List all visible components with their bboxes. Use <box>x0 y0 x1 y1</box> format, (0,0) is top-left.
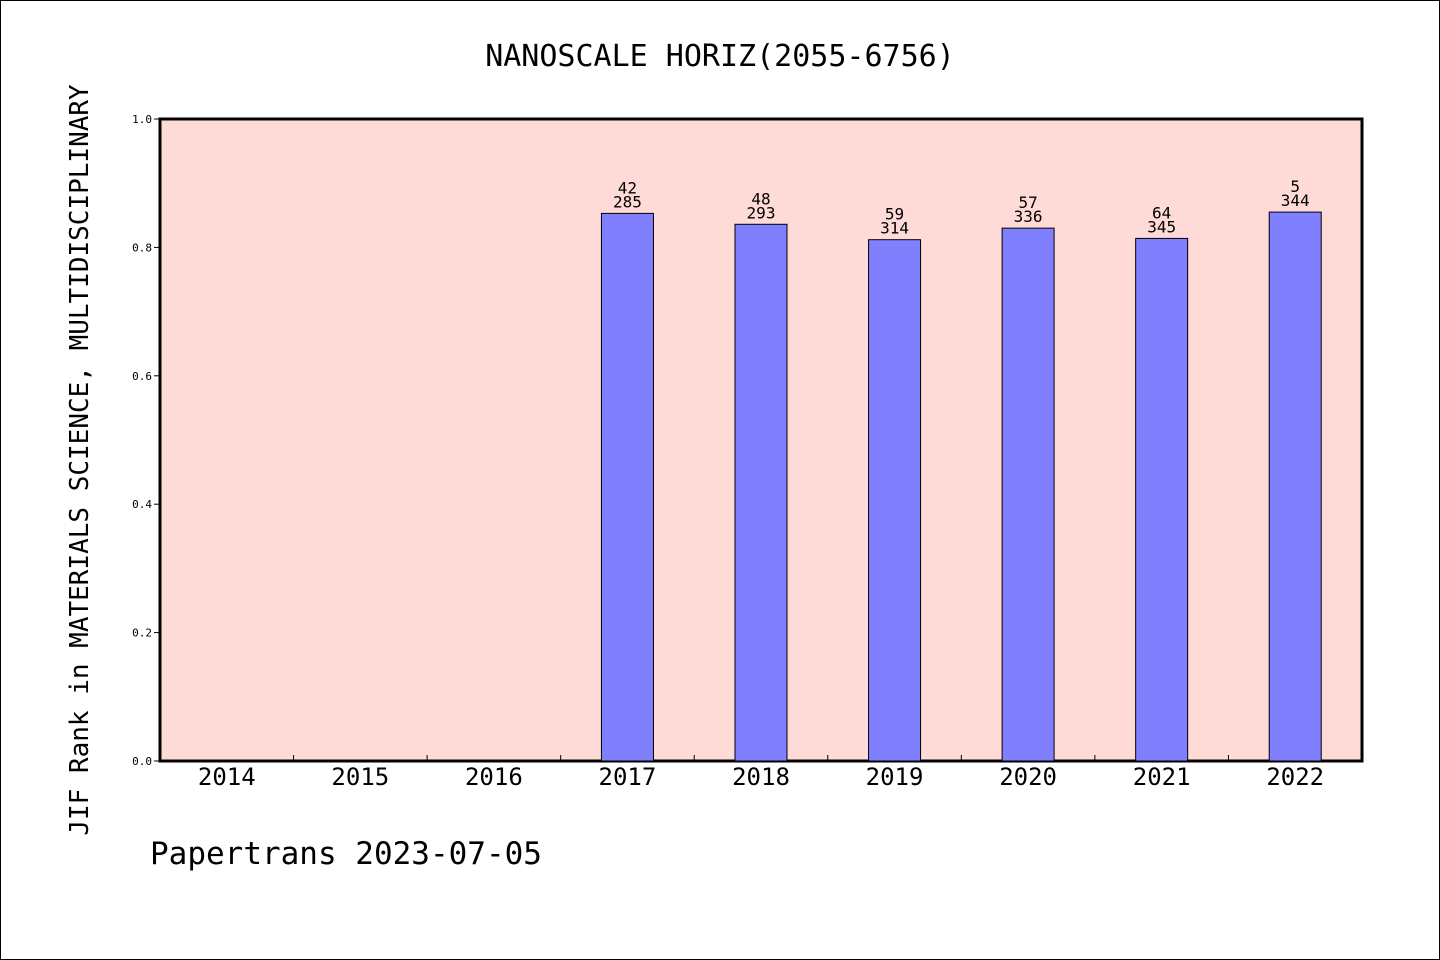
y-tick-label: 0.2 <box>132 627 152 640</box>
bar-rank-label: 59 <box>885 205 904 224</box>
x-tick-label: 2017 <box>599 763 657 791</box>
bar-2019 <box>868 239 922 762</box>
x-tick-label: 2019 <box>866 763 924 791</box>
y-tick-label: 0.4 <box>132 498 152 511</box>
bar-2021 <box>1135 237 1189 762</box>
bar-rank-label: 57 <box>1018 193 1037 212</box>
bar-rank-label: 5 <box>1290 177 1300 196</box>
x-tick-label: 2021 <box>1133 763 1191 791</box>
bar-2018 <box>734 223 788 762</box>
bar-2022 <box>1268 211 1322 762</box>
bar-2020 <box>1001 227 1055 762</box>
bar-series <box>600 211 1322 762</box>
footer-credit: Papertrans 2023-07-05 <box>150 836 542 872</box>
x-tick-label: 2022 <box>1266 763 1324 791</box>
bar-total-label: 344 <box>1281 191 1310 210</box>
x-tick-label: 2015 <box>331 763 389 791</box>
bar-total-label: 293 <box>747 203 776 222</box>
x-tick-label: 2018 <box>732 763 790 791</box>
y-axis-label: JIF Rank in MATERIALS SCIENCE, MULTIDISC… <box>65 84 95 836</box>
y-axis-ticks: 0.0 0.2 0.4 0.6 0.8 1.0 <box>132 113 160 768</box>
x-tick-label: 2020 <box>999 763 1057 791</box>
y-tick-label: 0.0 <box>132 755 152 768</box>
bar-2017 <box>600 212 654 762</box>
y-tick-label: 1.0 <box>132 113 152 126</box>
bar-total-label: 285 <box>613 192 642 211</box>
bar-rank-label: 48 <box>751 189 770 208</box>
chart-title: NANOSCALE HORIZ(2055-6756) <box>485 39 955 74</box>
bar-rank-label: 64 <box>1152 203 1171 222</box>
bar-total-label: 314 <box>880 219 909 238</box>
x-tick-label: 2016 <box>465 763 523 791</box>
x-tick-label: 2014 <box>198 763 256 791</box>
x-axis-ticks: 2014 2015 2016 2017 2018 2019 2020 2021 2022 <box>198 755 1324 791</box>
bar-total-label: 336 <box>1014 207 1043 226</box>
bar-total-label: 345 <box>1147 217 1176 236</box>
bar-rank-label: 42 <box>618 178 637 197</box>
y-tick-label: 0.8 <box>132 241 152 254</box>
y-tick-label: 0.6 <box>132 370 152 383</box>
